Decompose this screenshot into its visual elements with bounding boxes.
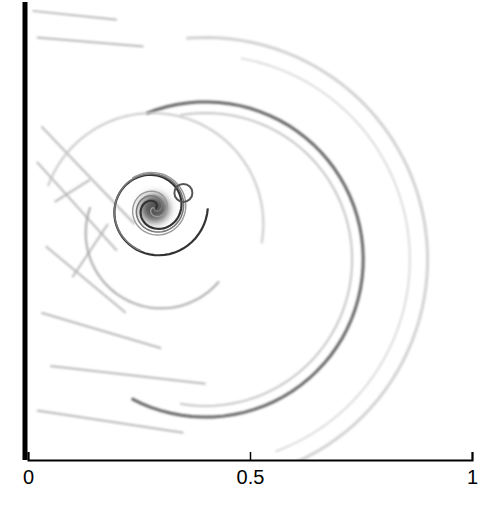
- x-axis-line: [29, 452, 473, 461]
- x-tick-label: 0: [23, 466, 34, 488]
- x-tick-mark: [472, 452, 474, 460]
- x-tick-mark: [250, 452, 252, 460]
- streak: [55, 180, 91, 202]
- planar-shock: [23, 2, 28, 460]
- streak: [41, 313, 161, 349]
- shock-arc: [186, 38, 427, 460]
- streak: [41, 126, 134, 224]
- x-tick-label: 1: [467, 466, 478, 488]
- x-tick-label: 0.5: [237, 466, 265, 488]
- shock-arc: [132, 102, 364, 417]
- x-tick: 1: [467, 452, 478, 488]
- vortex-spiral: [132, 172, 185, 235]
- x-tick: 0.5: [237, 452, 265, 488]
- shock-arc: [180, 113, 352, 406]
- shock-arc: [48, 113, 263, 243]
- chart: 00.51: [0, 0, 486, 507]
- flow-field: [25, 2, 428, 460]
- streak: [72, 224, 108, 277]
- streak: [50, 366, 205, 384]
- streak: [37, 162, 117, 251]
- x-tick: 0: [23, 452, 34, 488]
- streak: [37, 410, 184, 432]
- x-tick-mark: [28, 452, 30, 460]
- vortex-spiral: [114, 174, 183, 251]
- streak: [37, 38, 144, 47]
- secondary-vortex: [174, 184, 192, 202]
- streak: [32, 11, 116, 20]
- plot: 00.51: [23, 2, 478, 488]
- x-axis: 00.51: [23, 452, 478, 488]
